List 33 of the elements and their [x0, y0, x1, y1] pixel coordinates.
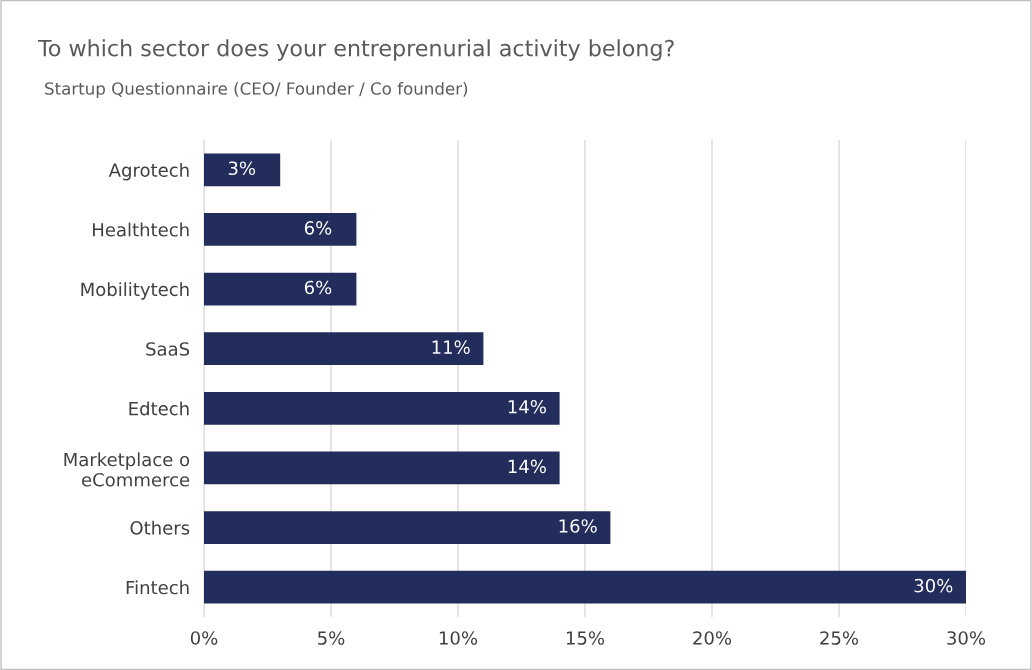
y-tick-label: SaaS	[146, 342, 190, 356]
bar	[204, 332, 484, 366]
x-tick-label: 15%	[566, 631, 605, 645]
data-label: 14%	[508, 399, 546, 414]
y-tick-label: Others	[130, 520, 190, 535]
data-label: 11%	[432, 340, 470, 354]
x-tick-label: 30%	[947, 631, 986, 645]
y-tick-label: Fintech	[126, 580, 189, 595]
chart-subtitle: Startup Questionnaire (CEO/ Founder / Co founder)	[45, 81, 468, 99]
x-tick-label: 5%	[318, 631, 345, 645]
data-label: 3%	[228, 161, 256, 176]
data-label: 14%	[508, 459, 546, 474]
x-tick-label: 10%	[439, 631, 478, 645]
data-label: 6%	[304, 280, 332, 295]
x-tick-label: 0%	[190, 631, 218, 645]
bar	[204, 153, 281, 187]
y-tick-label: Agrotech	[108, 162, 189, 181]
y-tick-label: Edtech	[129, 401, 189, 416]
bar	[204, 272, 357, 306]
bar	[204, 451, 560, 485]
bar	[204, 213, 357, 246]
bar	[204, 391, 560, 425]
y-tick-label: Marketplace o eCommerce	[64, 452, 190, 487]
chart-title: To which sector does your entreprenurial activity belong?	[37, 39, 674, 61]
data-label: 6%	[304, 221, 332, 235]
y-tick-label: Healthtech	[93, 222, 189, 237]
bar	[204, 570, 966, 604]
x-tick-label: 25%	[820, 631, 859, 645]
data-label: 30%	[914, 578, 953, 593]
data-label: 16%	[559, 519, 597, 533]
x-tick-label: 20%	[693, 631, 732, 645]
y-tick-label: Mobilitytech	[81, 282, 189, 300]
bar	[204, 511, 611, 544]
